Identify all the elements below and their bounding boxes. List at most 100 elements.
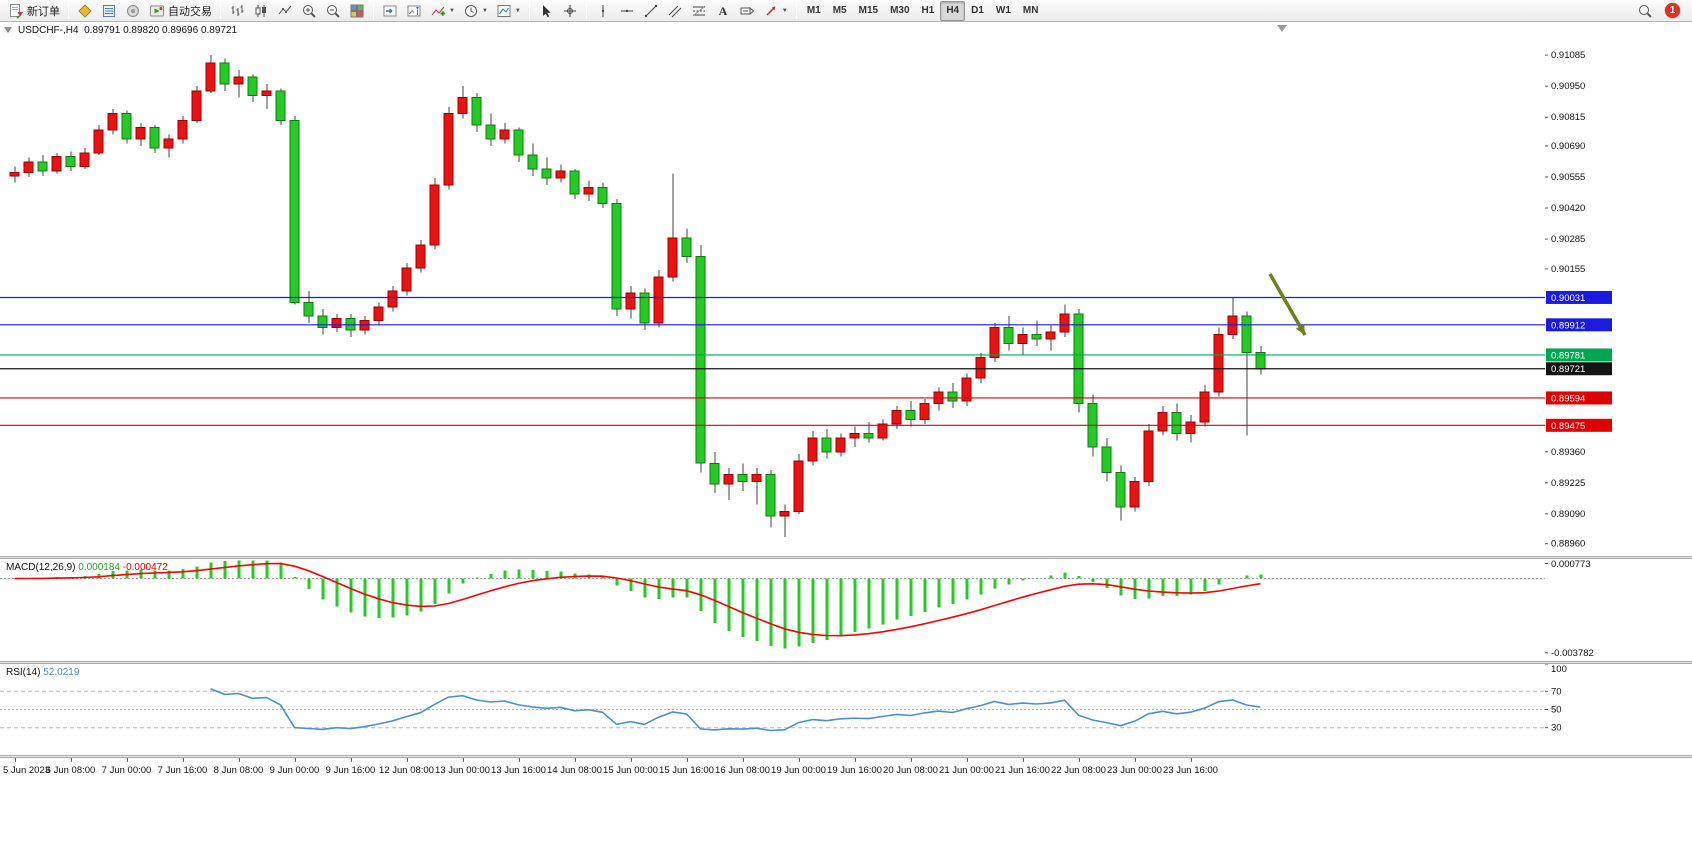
auto-trading-button[interactable]: 自动交易 [145, 1, 216, 21]
candle-bear [149, 127, 160, 149]
time-axis-tick [182, 758, 184, 762]
time-axis-tick [574, 758, 576, 762]
candle-bull [1017, 334, 1028, 345]
close-value: 0.89721 [200, 25, 238, 36]
search-button[interactable] [1633, 1, 1657, 21]
periods-menu-button[interactable]: ▼ [459, 1, 492, 21]
price-axis-label: 0.90950 [1551, 81, 1585, 92]
bar-chart-mode-button[interactable] [225, 1, 249, 21]
data-window-button[interactable] [97, 1, 121, 21]
candles-layer [9, 55, 1266, 537]
vertical-line-button[interactable] [591, 1, 615, 21]
time-axis-label: 12 Jun 08:00 [379, 765, 434, 776]
cursor-icon [542, 4, 551, 17]
time-axis-label: 23 Jun 00:00 [1107, 765, 1162, 776]
price-axis-label: 0.89090 [1551, 509, 1585, 520]
candle-bull [835, 437, 846, 453]
timeframe-button-h1[interactable]: H1 [921, 5, 935, 16]
candle-bull [793, 460, 804, 513]
time-axis-label: 19 Jun 16:00 [827, 765, 882, 776]
macd-name: MACD(12,26,9) [6, 562, 76, 573]
trend-arrow-annotation[interactable] [1268, 273, 1307, 336]
equidistant-channel-button[interactable] [663, 1, 687, 21]
toolbar-separator [585, 2, 587, 19]
price-line-badge-label: 0.89912 [1551, 320, 1585, 331]
data-window-icon [103, 4, 115, 17]
candle-bull [387, 290, 398, 308]
timeframe-button-m15[interactable]: M15 [858, 5, 879, 16]
time-axis-tick [350, 758, 352, 762]
time-axis-label: 8 Jun 08:00 [213, 765, 264, 776]
candle-bull [1185, 421, 1196, 434]
chart-shift-marker[interactable] [1277, 25, 1287, 32]
time-axis-label: 21 Jun 16:00 [995, 765, 1050, 776]
zoom-in-button[interactable] [297, 1, 321, 21]
arrow-objects-button[interactable]: ▼ [759, 1, 792, 21]
toolbar-separator [528, 2, 530, 19]
candle-bull [919, 403, 930, 421]
timeframe-button-m1[interactable]: M1 [806, 5, 821, 16]
candle-bear [709, 462, 720, 485]
rsi-line [210, 688, 1261, 732]
timeframe-button-m30[interactable]: M30 [890, 5, 910, 16]
tile-windows-button[interactable] [345, 1, 369, 21]
trendline-button[interactable] [639, 1, 663, 21]
price-axis[interactable]: 0.91085 0.90950 0.90815 0.90690 0.90555 0.904… [1545, 50, 1585, 550]
crosshair-button[interactable] [558, 1, 582, 21]
notification-badge[interactable]: 1 [1665, 3, 1680, 18]
candlestick-mode-button[interactable] [249, 1, 273, 21]
time-axis-label: 14 Jun 08:00 [547, 765, 602, 776]
candle-bear [905, 409, 916, 421]
panel-resize-handle[interactable] [0, 755, 1692, 758]
candle-bull [975, 357, 986, 379]
macd-canvas[interactable]: 0.000773 -0.003782 [0, 559, 1692, 661]
navigator-icon [127, 4, 139, 17]
rsi-canvas[interactable]: 100 70 50 30 [0, 664, 1692, 755]
panel-resize-handle[interactable] [0, 661, 1692, 664]
time-axis-label: 21 Jun 00:00 [939, 765, 994, 776]
zoom-in-icon [303, 4, 316, 18]
chart-shift-button[interactable] [402, 1, 426, 21]
horizontal-line-button[interactable] [615, 1, 639, 21]
timeframe-button-mn[interactable]: MN [1022, 5, 1039, 16]
rsi-label: RSI(14) 52.0219 [6, 667, 79, 678]
line-chart-mode-button[interactable] [273, 1, 297, 21]
crosshair-icon [563, 4, 576, 17]
fibonacci-button[interactable] [687, 1, 711, 21]
candle-bull [1059, 313, 1070, 333]
time-axis-label: 6 Jun 08:00 [45, 765, 96, 776]
macd-main-value: 0.000184 [78, 562, 120, 573]
price-axis-label: 0.89225 [1551, 478, 1585, 489]
text-label-button[interactable] [735, 1, 759, 21]
text-tool-button[interactable]: A [711, 1, 735, 21]
time-axis-tick [966, 758, 968, 762]
timeframe-button-d1[interactable]: D1 [971, 5, 984, 16]
timeframe-button-w1[interactable]: W1 [995, 5, 1011, 16]
new-order-button[interactable]: 新订单 [4, 1, 64, 21]
candle-bull [93, 129, 104, 154]
price-line-badge-label: 0.89594 [1551, 393, 1585, 404]
one-click-trading-toggle[interactable] [4, 27, 12, 33]
price-axis-label: 0.89360 [1551, 447, 1585, 458]
candle-bull [723, 474, 734, 485]
navigator-button[interactable] [121, 1, 145, 21]
zoom-out-icon [327, 4, 340, 18]
market-watch-button[interactable] [73, 1, 97, 21]
time-axis-tick [1134, 758, 1136, 762]
timeframe-button-m5[interactable]: M5 [832, 5, 847, 16]
templates-menu-button[interactable]: ▼ [492, 1, 525, 21]
main-chart-canvas[interactable]: 0.91085 0.90950 0.90815 0.90690 0.90555 0.904… [0, 22, 1692, 556]
time-axis[interactable]: 5 Jun 2023 6 Jun 08:00 7 Jun 00:00 7 Jun 16… [0, 758, 1692, 782]
price-line-badge [1546, 362, 1612, 376]
candle-bull [415, 244, 426, 269]
candle-bull [205, 62, 216, 92]
candle-bear [765, 474, 776, 517]
timeframe-button-h4[interactable]: H4 [940, 0, 966, 21]
autoscroll-button[interactable] [378, 1, 402, 21]
panel-resize-handle[interactable] [0, 556, 1692, 559]
main-chart-panel: USDCHF-,H4 0.89791 0.89820 0.89696 0.897… [0, 22, 1692, 556]
cursor-button[interactable] [534, 1, 558, 21]
add-indicator-button[interactable]: ▼ [426, 1, 459, 21]
time-axis-label: 19 Jun 00:00 [771, 765, 826, 776]
zoom-out-button[interactable] [321, 1, 345, 21]
